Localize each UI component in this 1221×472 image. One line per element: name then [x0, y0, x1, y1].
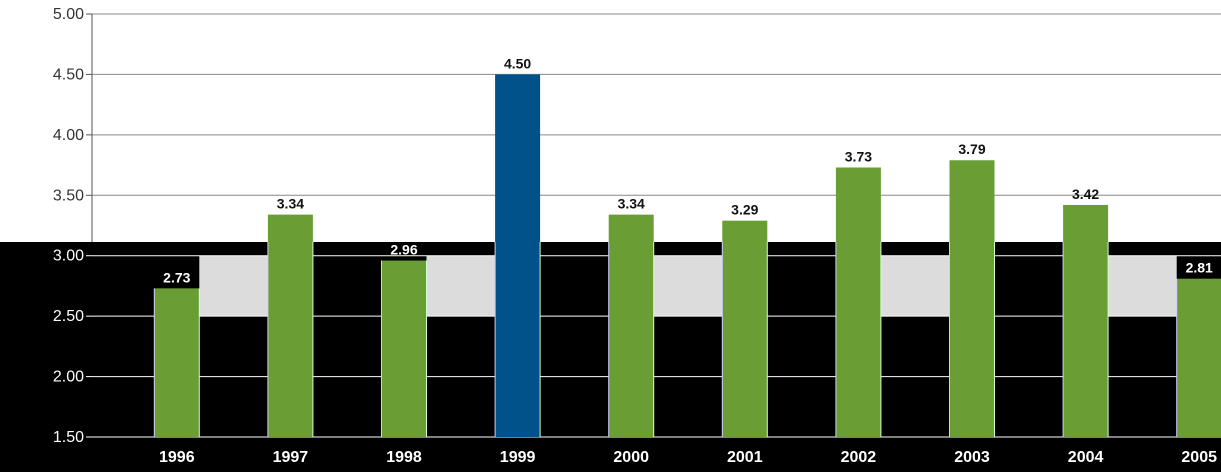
bars — [153, 74, 1221, 438]
y-axis-ticks: 1.50 2.00 2.50 3.00 3.50 4.00 4.50 5.00 — [53, 6, 92, 446]
y-tick-label: 4.00 — [53, 127, 84, 144]
value-label-2000: 3.34 — [618, 196, 645, 212]
bar-2001 — [722, 220, 768, 437]
x-tick-label-2003: 2003 — [954, 449, 990, 466]
x-tick-label-2002: 2002 — [841, 449, 877, 466]
bar-2000 — [608, 214, 654, 437]
y-tick-label: 1.50 — [53, 429, 84, 446]
lower-panel-bands — [199, 255, 1177, 317]
x-tick-label-2005: 2005 — [1181, 449, 1217, 466]
lower-band — [653, 255, 723, 317]
value-label-1999: 4.50 — [504, 55, 531, 71]
bar-1996 — [154, 288, 200, 437]
bar-2002 — [835, 167, 881, 437]
value-label-1997: 3.34 — [277, 196, 304, 212]
bar-1998 — [381, 260, 427, 437]
value-label-1998: 2.96 — [390, 242, 417, 258]
value-label-1996: 2.73 — [163, 269, 190, 285]
lower-band — [199, 255, 268, 317]
x-tick-label-1997: 1997 — [273, 449, 309, 466]
x-tick-label-2004: 2004 — [1068, 449, 1104, 466]
value-label-2001: 3.29 — [731, 202, 758, 218]
value-label-2005: 2.81 — [1186, 260, 1213, 276]
y-tick-label: 5.00 — [53, 6, 84, 23]
value-label-2004: 3.42 — [1072, 186, 1099, 202]
bar-2003 — [949, 160, 995, 438]
x-tick-label-2001: 2001 — [727, 449, 763, 466]
lower-band — [880, 255, 950, 317]
bar-1997 — [267, 214, 313, 437]
bar-2005 — [1176, 278, 1221, 437]
bar-1999 — [495, 74, 541, 437]
lower-band — [1108, 255, 1177, 317]
value-labels: 2.73 3.34 2.96 4.50 3.34 3.29 3.73 3.79 3.42 2.81 — [163, 55, 1213, 285]
x-tick-label-2000: 2000 — [613, 449, 649, 466]
y-tick-label: 2.00 — [53, 369, 84, 386]
x-tick-label-1996: 1996 — [159, 449, 195, 466]
x-tick-label-1999: 1999 — [500, 449, 536, 466]
y-tick-label: 4.50 — [53, 66, 84, 83]
y-tick-label: 3.50 — [53, 187, 84, 204]
value-label-2002: 3.73 — [845, 148, 872, 164]
x-tick-label-1998: 1998 — [386, 449, 422, 466]
y-tick-label: 3.00 — [53, 248, 84, 265]
value-label-2003: 3.79 — [958, 141, 985, 157]
y-tick-label: 2.50 — [53, 308, 84, 325]
bar-2004 — [1063, 204, 1109, 437]
x-axis-ticks: 1996 1997 1998 1999 2000 2001 2002 2003 2004 2005 — [159, 449, 1217, 466]
lower-band — [426, 255, 496, 317]
